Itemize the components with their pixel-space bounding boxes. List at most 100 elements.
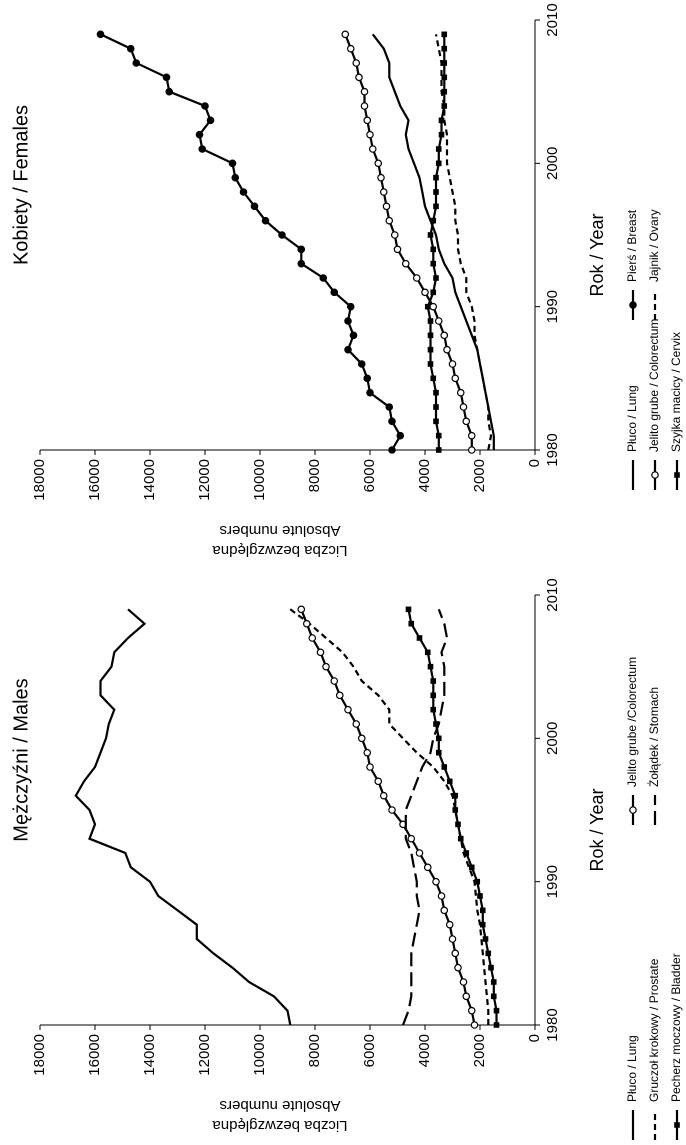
y-tick-label: 12000 bbox=[196, 1034, 213, 1076]
marker bbox=[424, 649, 431, 656]
legend-label: Jelito grube /Colorectum bbox=[625, 657, 639, 787]
legend-label: Żołądek / Stomach bbox=[647, 687, 661, 787]
marker bbox=[421, 288, 429, 297]
y-tick-label: 2000 bbox=[471, 1034, 488, 1067]
marker bbox=[297, 245, 306, 254]
series-line bbox=[401, 608, 449, 1026]
marker bbox=[467, 431, 476, 440]
legend-marker bbox=[674, 1122, 680, 1128]
legend-label: Szyjka macicy / Cervix bbox=[669, 332, 683, 452]
y-tick-label: 10000 bbox=[251, 1034, 268, 1076]
y-axis-title: Absolute numbers bbox=[220, 522, 341, 539]
marker bbox=[446, 778, 453, 785]
marker bbox=[433, 275, 439, 281]
legend-label: Jajnik / Ovary bbox=[647, 209, 661, 282]
marker bbox=[430, 260, 437, 267]
marker bbox=[433, 721, 439, 727]
marker bbox=[415, 849, 424, 857]
marker bbox=[467, 1006, 476, 1015]
marker bbox=[432, 877, 440, 886]
series-line bbox=[100, 33, 402, 451]
legend-label: Płuco / Lung bbox=[625, 385, 639, 452]
marker bbox=[434, 317, 443, 325]
marker bbox=[355, 73, 363, 82]
marker bbox=[435, 146, 442, 152]
marker bbox=[440, 906, 449, 915]
marker bbox=[198, 145, 207, 153]
y-tick-label: 14000 bbox=[141, 1034, 158, 1076]
marker bbox=[435, 160, 442, 167]
marker bbox=[440, 331, 449, 340]
marker bbox=[231, 173, 240, 182]
marker bbox=[433, 174, 439, 181]
marker bbox=[363, 116, 372, 125]
marker bbox=[427, 361, 434, 367]
marker bbox=[374, 777, 383, 786]
marker bbox=[162, 73, 171, 82]
chart-title: Kobiety / Females bbox=[10, 105, 32, 265]
marker bbox=[316, 648, 325, 657]
marker bbox=[408, 620, 415, 627]
series-line bbox=[371, 33, 495, 450]
y-axis-title: Liczba bezwzględna bbox=[212, 542, 348, 559]
legend-label: Pecherz moczowy / Bladder bbox=[669, 953, 683, 1102]
marker bbox=[388, 446, 396, 454]
marker bbox=[451, 374, 460, 383]
marker bbox=[379, 791, 388, 800]
marker bbox=[401, 259, 410, 268]
marker bbox=[201, 102, 209, 110]
marker bbox=[429, 302, 438, 311]
marker bbox=[132, 59, 141, 67]
marker bbox=[278, 231, 286, 239]
marker bbox=[393, 245, 402, 254]
y-tick-label: 18000 bbox=[31, 1034, 48, 1076]
marker bbox=[479, 907, 486, 914]
series-line bbox=[426, 34, 446, 450]
x-tick-label: 1980 bbox=[544, 1008, 561, 1041]
y-tick-label: 10000 bbox=[251, 459, 268, 501]
marker bbox=[479, 921, 486, 928]
marker bbox=[430, 289, 437, 296]
marker bbox=[452, 792, 459, 799]
marker bbox=[455, 821, 461, 828]
marker bbox=[357, 734, 366, 743]
marker bbox=[433, 203, 439, 210]
marker bbox=[441, 764, 448, 770]
marker bbox=[250, 202, 259, 211]
y-tick-label: 4000 bbox=[416, 459, 433, 492]
marker bbox=[346, 44, 355, 53]
marker bbox=[165, 87, 174, 96]
marker bbox=[96, 30, 105, 39]
x-tick-label: 2010 bbox=[544, 578, 561, 611]
marker bbox=[360, 87, 369, 96]
y-tick-label: 16000 bbox=[86, 459, 103, 501]
x-axis-title: Rok / Year bbox=[587, 788, 607, 871]
marker bbox=[374, 159, 383, 168]
marker bbox=[435, 432, 442, 439]
marker bbox=[377, 173, 385, 182]
series-line bbox=[289, 608, 490, 1025]
marker bbox=[459, 978, 468, 986]
marker bbox=[441, 31, 448, 38]
legend-marker bbox=[629, 806, 637, 814]
marker bbox=[490, 979, 497, 985]
marker bbox=[482, 936, 489, 942]
marker bbox=[493, 1007, 500, 1014]
marker bbox=[435, 447, 442, 453]
y-tick-label: 0 bbox=[526, 459, 543, 467]
marker bbox=[379, 188, 388, 196]
marker bbox=[366, 388, 374, 397]
marker bbox=[459, 403, 468, 411]
x-tick-label: 1980 bbox=[544, 433, 561, 466]
marker bbox=[448, 360, 457, 368]
x-tick-label: 1990 bbox=[544, 865, 561, 898]
marker bbox=[430, 692, 437, 699]
marker bbox=[493, 1022, 500, 1028]
marker bbox=[363, 748, 372, 757]
marker bbox=[366, 130, 374, 139]
marker bbox=[319, 274, 328, 282]
marker bbox=[462, 417, 471, 426]
marker bbox=[228, 159, 237, 168]
marker bbox=[423, 863, 432, 872]
marker bbox=[412, 274, 421, 282]
